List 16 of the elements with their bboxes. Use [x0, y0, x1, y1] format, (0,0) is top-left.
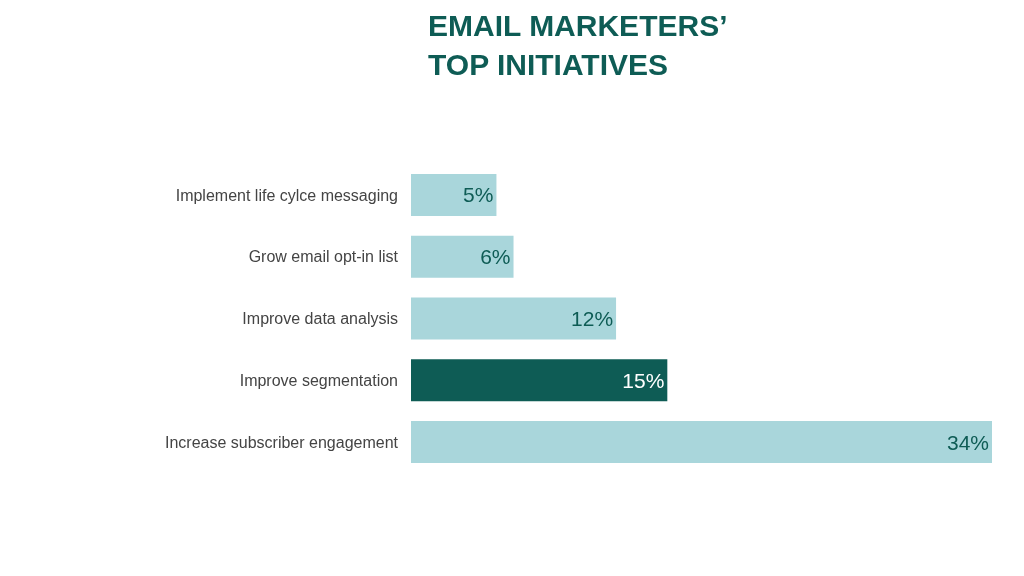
bar [411, 421, 992, 464]
data-label: 34% [946, 430, 989, 454]
bar [411, 235, 514, 278]
y-tick-label: Increase subscriber engagement [164, 433, 399, 451]
y-tick-label: Improve data analysis [242, 310, 398, 328]
y-tick-label: Implement life cylce messaging [175, 186, 398, 204]
bar [411, 297, 617, 340]
data-label: 15% [622, 368, 665, 392]
y-tick-label: Improve segmentation [239, 371, 398, 389]
data-label: 5% [463, 183, 494, 207]
y-tick-label: Grow email opt-in list [248, 248, 399, 266]
bar [411, 359, 668, 402]
data-label: 6% [480, 245, 511, 269]
chart-title: EMAIL MARKETERS’ TOP INITIATIVES [428, 9, 728, 81]
data-label: 12% [571, 307, 614, 330]
bar [411, 173, 497, 216]
